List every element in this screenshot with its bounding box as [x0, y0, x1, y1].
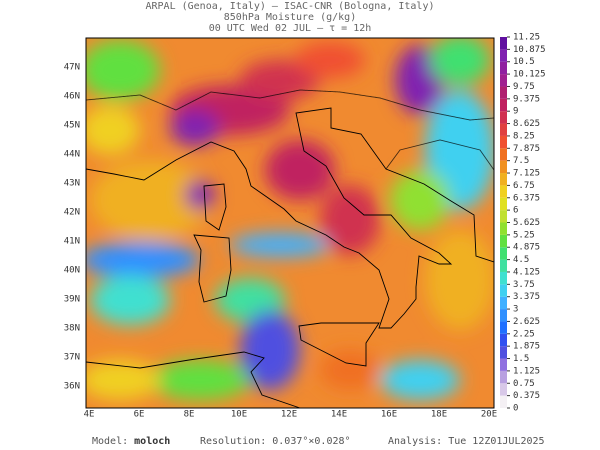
footer-analysis: Analysis: Tue 12Z01JUL2025	[388, 436, 545, 447]
colorbar-swatch	[500, 61, 507, 75]
header-line: 850hPa Moisture (g/kg)	[224, 12, 356, 23]
colorbar-label: 7.125	[513, 169, 540, 179]
colorbar-swatch	[500, 86, 507, 99]
colorbar-label: 6	[513, 206, 518, 216]
colorbar-label: 0.375	[513, 391, 540, 401]
colorbar-swatch	[500, 49, 507, 62]
lat-label: 44N	[64, 150, 80, 160]
colorbar-swatch	[500, 234, 507, 248]
lon-label: 16E	[381, 410, 397, 420]
colorbar-swatch	[500, 321, 507, 334]
labels: 47N 46N 45N 44N 43N 42N 41N 40N 39N 38N 37N 36N 4E 6E…	[64, 33, 546, 420]
colorbar-label: 7.5	[513, 156, 529, 166]
lon-label: 18E	[431, 410, 447, 420]
lat-label: 38N	[64, 324, 80, 334]
lat-label: 39N	[64, 295, 80, 305]
colorbar-label: 1.875	[513, 342, 540, 352]
colorbar-swatch	[500, 197, 507, 211]
header-line: ARPAL (Genoa, Italy) — ISAC-CNR (Bologna…	[146, 1, 435, 12]
colorbar-swatch	[500, 210, 507, 223]
colorbar-swatch	[500, 74, 507, 87]
colorbar-label: 4.5	[513, 255, 529, 265]
map-field	[86, 38, 494, 408]
colorbar-swatch	[500, 309, 507, 322]
colorbar-label: 2.25	[513, 329, 535, 339]
map-frame	[85, 37, 495, 409]
colorbar-swatch	[500, 123, 507, 136]
colorbar-label: 7.875	[513, 144, 540, 154]
colorbar-swatch	[500, 358, 507, 371]
colorbar-label: 1.5	[513, 354, 529, 364]
lon-label: 6E	[134, 410, 145, 420]
lat-label: 41N	[64, 237, 80, 247]
lon-label: 12E	[281, 410, 297, 420]
colorbar-label: 3.75	[513, 280, 535, 290]
colorbar-label: 0	[513, 404, 518, 414]
colorbar-label: 8.625	[513, 119, 540, 129]
lon-label: 14E	[331, 410, 347, 420]
colorbar-label: 4.125	[513, 267, 540, 277]
colorbar-swatch	[500, 222, 507, 235]
colorbar-swatch	[500, 173, 507, 186]
colorbar-label: 1.125	[513, 366, 540, 376]
colorbar-swatch	[500, 259, 507, 272]
colorbar-swatch	[500, 98, 507, 112]
colorbar-swatch	[500, 247, 507, 260]
colorbar-swatch	[500, 148, 507, 161]
lon-label: 8E	[184, 410, 195, 420]
colorbar-label: 8.25	[513, 131, 535, 141]
lat-label: 46N	[64, 92, 80, 102]
colorbar-swatch	[500, 160, 507, 174]
colorbar-label: 10.125	[513, 70, 546, 80]
footer-resolution: Resolution: 0.037°×0.028°	[200, 436, 351, 447]
colorbar-label: 2.625	[513, 317, 540, 327]
colorbar-label: 9.75	[513, 82, 535, 92]
colorbar-swatch	[500, 346, 507, 359]
colorbar-swatch	[500, 395, 507, 408]
colorbar-label: 5.625	[513, 218, 540, 228]
colorbar-swatch	[500, 284, 507, 297]
colorbar-label: 9	[513, 107, 518, 117]
lat-label: 42N	[64, 208, 80, 218]
lat-label: 45N	[64, 121, 80, 131]
colorbar-swatch	[500, 37, 507, 50]
lat-label: 40N	[64, 266, 80, 276]
colorbar-swatch	[500, 383, 507, 396]
colorbar-label: 5.25	[513, 230, 535, 240]
colorbar-label: 6.75	[513, 181, 535, 191]
colorbar-swatch	[500, 296, 507, 310]
colorbar-label: 3.375	[513, 292, 540, 302]
lon-label: 10E	[231, 410, 247, 420]
colorbar-label: 11.25	[513, 33, 540, 43]
colorbar-label: 0.75	[513, 379, 535, 389]
colorbar-swatch	[500, 135, 507, 149]
lat-label: 43N	[64, 179, 80, 189]
colorbar-swatch	[500, 271, 507, 285]
colorbar-label: 3	[513, 305, 518, 315]
lat-label: 36N	[64, 382, 80, 392]
colorbar-swatch	[500, 370, 507, 384]
lon-label: 20E	[481, 410, 497, 420]
colorbar-label: 10.5	[513, 57, 535, 67]
colorbar-swatch	[500, 185, 507, 198]
colorbar-label: 9.375	[513, 94, 540, 104]
lat-label: 37N	[64, 353, 80, 363]
lat-label: 47N	[64, 63, 80, 73]
footer-model: Model: moloch	[92, 436, 170, 447]
lon-label: 4E	[84, 410, 95, 420]
header-line: 00 UTC Wed 02 JUL — τ = 12h	[209, 23, 372, 34]
colorbar-label: 4.875	[513, 243, 540, 253]
colorbar-swatch	[500, 333, 507, 347]
colorbar-label: 6.375	[513, 193, 540, 203]
colorbar-label: 10.875	[513, 45, 546, 55]
colorbar-swatch	[500, 111, 507, 124]
